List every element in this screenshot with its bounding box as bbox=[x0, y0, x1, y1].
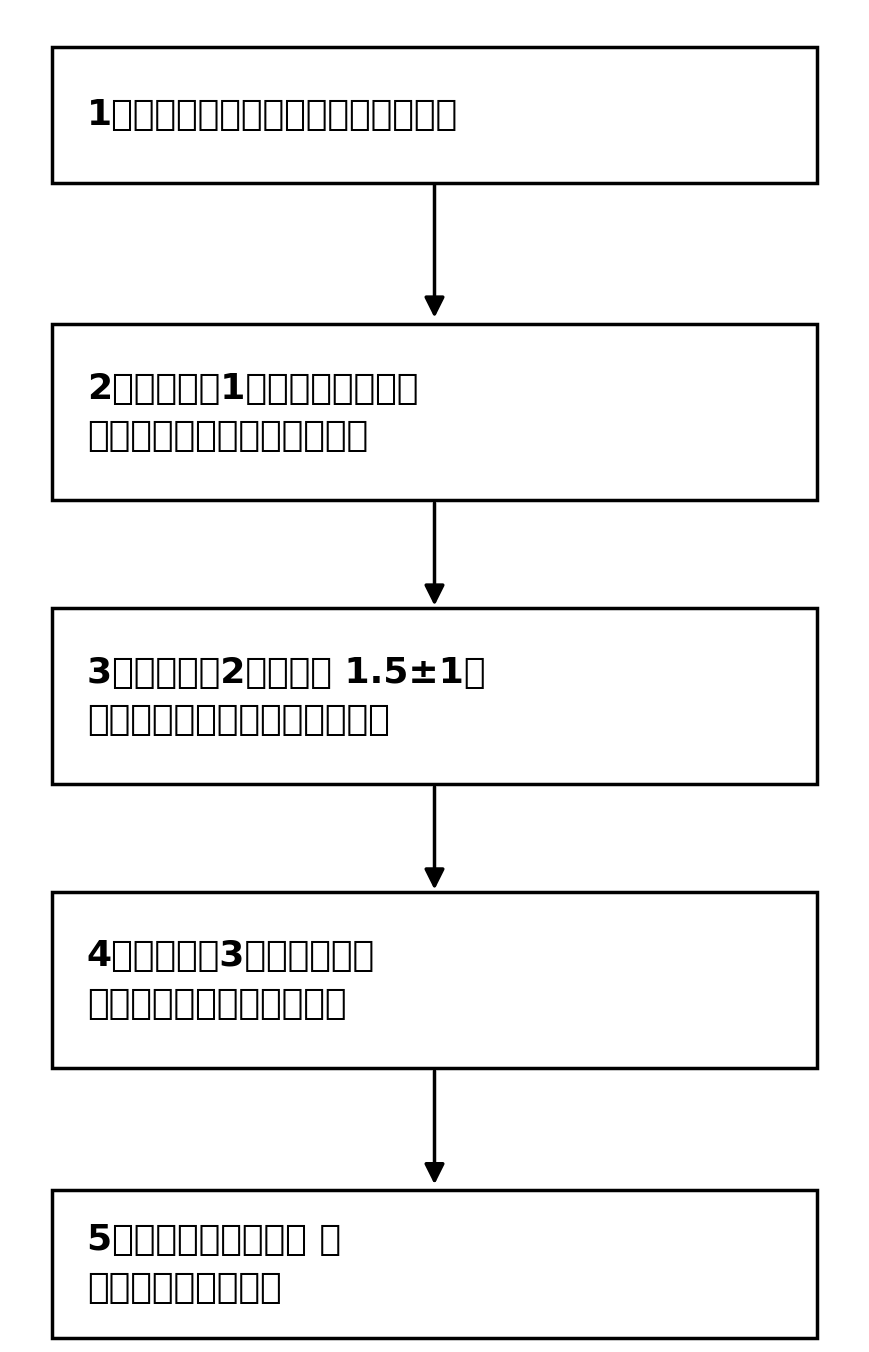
Text: 1）油料加入溶剂，镇摇浸泡得浸提液: 1）油料加入溶剂，镇摇浸泡得浸提液 bbox=[87, 97, 458, 132]
Bar bbox=[52, 1190, 817, 1338]
Bar bbox=[52, 608, 817, 784]
Text: 5）油料酸价的计算、 游
离脂肪酸含量的计算: 5）油料酸价的计算、 游 离脂肪酸含量的计算 bbox=[87, 1224, 341, 1305]
Bar bbox=[52, 47, 817, 183]
Text: 4）滴定步骤3）中的检测试
样，并记录滴定试剂的体积: 4）滴定步骤3）中的检测试 样，并记录滴定试剂的体积 bbox=[87, 940, 375, 1021]
Text: 2）过滤步骤1）中浸提液的上清
液，采用加热或氮吹获得油脂: 2）过滤步骤1）中浸提液的上清 液，采用加热或氮吹获得油脂 bbox=[87, 372, 418, 453]
Bar bbox=[52, 892, 817, 1068]
Bar bbox=[52, 324, 817, 500]
Text: 3）称取步骤2）中油脂 1.5±1克
加入乙醚异丙醇混合得检测试样: 3）称取步骤2）中油脂 1.5±1克 加入乙醚异丙醇混合得检测试样 bbox=[87, 656, 486, 737]
